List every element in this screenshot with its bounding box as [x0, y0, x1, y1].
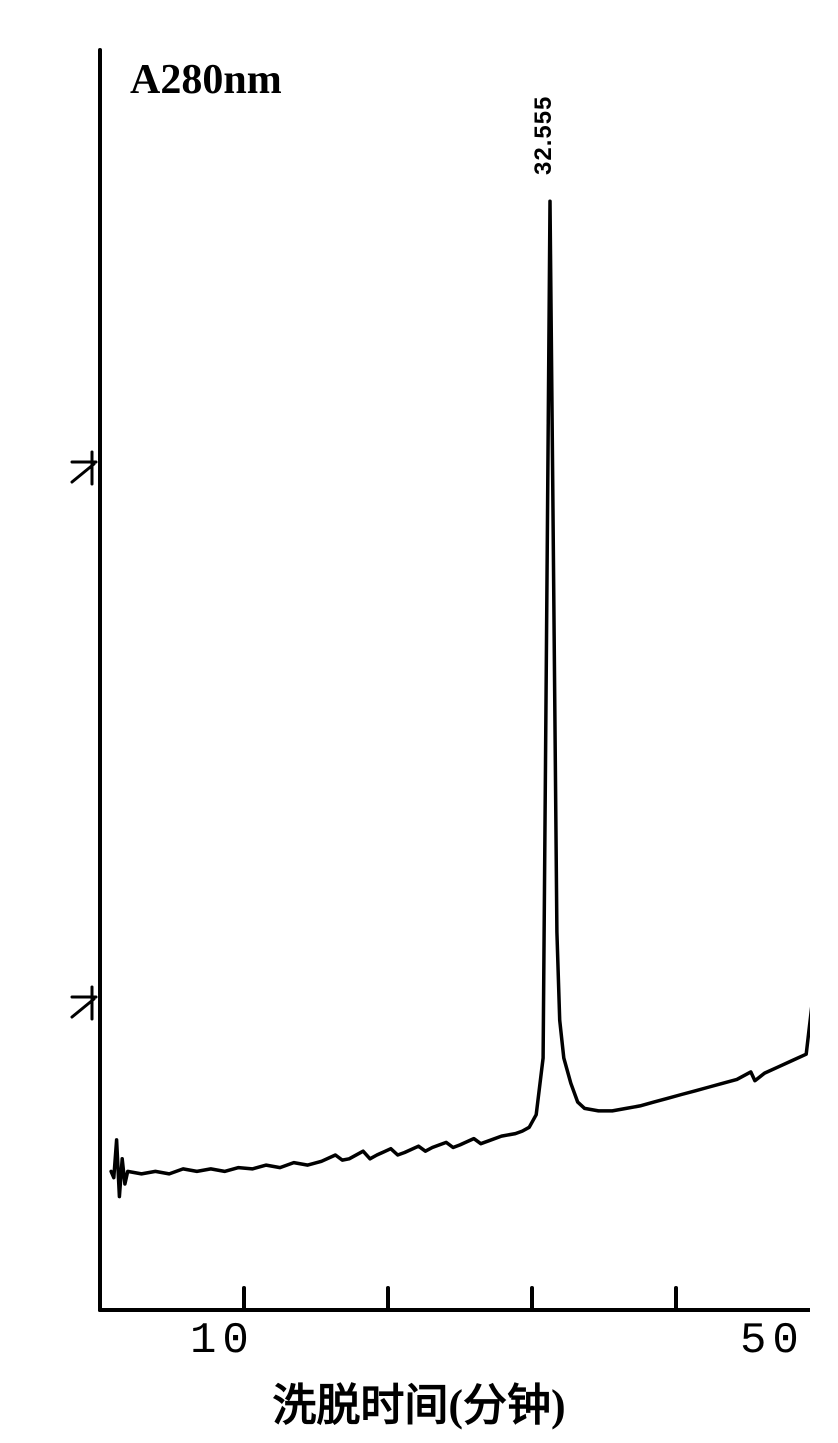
- chart-svg: [40, 20, 810, 1340]
- peak-retention-label: 32.555: [530, 96, 558, 175]
- x-axis-label: 洗脱时间(分钟): [0, 1369, 838, 1433]
- chromatogram-chart: A280nm 32.555 10 50: [40, 20, 810, 1340]
- x-tick-label-50: 50: [740, 1316, 805, 1366]
- y-axis-label: A280nm: [130, 56, 282, 104]
- x-tick-label-10: 10: [190, 1316, 255, 1366]
